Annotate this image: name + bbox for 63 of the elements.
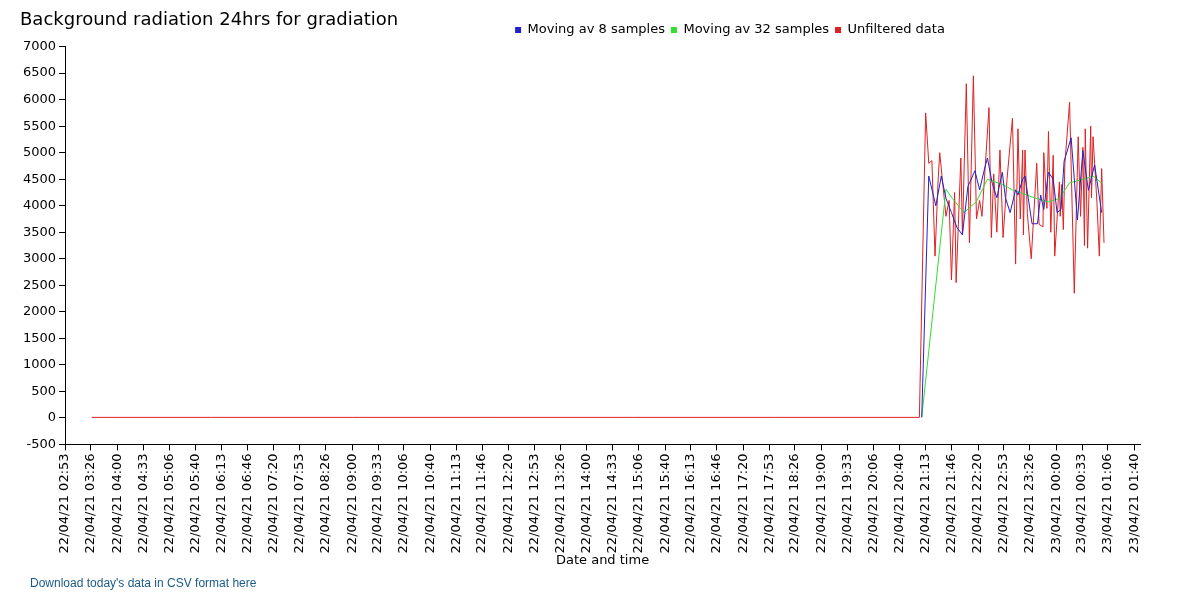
x-tick-label: 22/04/21 08:26 <box>316 453 332 554</box>
x-tick-label: 22/04/21 22:53 <box>995 453 1011 554</box>
x-tick-label: 22/04/21 09:00 <box>343 453 359 554</box>
x-tick-label: 22/04/21 19:00 <box>812 453 828 554</box>
x-tick-label: 22/04/21 21:46 <box>942 453 958 554</box>
y-tick-label: 6000 <box>22 91 57 107</box>
x-tick-label: 22/04/21 10:40 <box>421 453 437 554</box>
x-tick-label: 23/04/21 01:40 <box>1125 453 1141 554</box>
y-tick-label: 4500 <box>22 170 57 186</box>
y-tick-label: 1000 <box>22 356 57 372</box>
x-tick-label: 22/04/21 20:06 <box>864 453 880 554</box>
legend-label: Unfiltered data <box>847 21 945 37</box>
x-tick-label: 22/04/21 17:53 <box>760 453 776 554</box>
x-tick-label: 22/04/21 15:06 <box>629 453 645 554</box>
y-tick-label: 1500 <box>22 329 57 345</box>
x-tick-label: 22/04/21 06:46 <box>238 453 254 554</box>
x-tick-label: 22/04/21 12:53 <box>525 453 541 554</box>
x-tick-label: 23/04/21 00:33 <box>1073 453 1089 554</box>
x-tick-label: 22/04/21 11:46 <box>473 453 489 554</box>
x-tick-label: 22/04/21 02:53 <box>56 453 72 554</box>
y-tick-label: 5000 <box>22 144 57 160</box>
y-tick-label: -500 <box>26 435 57 451</box>
x-tick-label: 23/04/21 01:06 <box>1099 453 1115 554</box>
x-tick-label: 22/04/21 15:40 <box>656 453 672 554</box>
y-tick-label: 3000 <box>22 250 57 266</box>
y-tick-label: 0 <box>47 409 57 425</box>
y-tick-label: 2000 <box>22 303 57 319</box>
y-tick-label: 4000 <box>22 197 57 213</box>
x-tick-label: 22/04/21 05:40 <box>187 453 203 554</box>
x-tick-label: 22/04/21 16:13 <box>682 453 698 554</box>
x-tick-label: 22/04/21 14:33 <box>604 453 620 554</box>
y-tick-label: 3500 <box>22 223 57 239</box>
x-tick-label: 22/04/21 23:26 <box>1021 453 1037 554</box>
legend-label: Moving av 32 samples <box>683 21 830 37</box>
y-tick-label: 7000 <box>22 37 57 53</box>
x-tick-label: 22/04/21 14:00 <box>578 453 594 554</box>
x-tick-label: 22/04/21 04:00 <box>108 453 124 554</box>
x-tick-label: 22/04/21 21:13 <box>917 453 933 554</box>
x-tick-label: 22/04/21 03:26 <box>82 453 98 554</box>
y-tick-label: 5500 <box>22 117 57 133</box>
y-tick-label: 500 <box>31 382 57 398</box>
x-tick-label: 22/04/21 13:26 <box>551 453 567 554</box>
x-tick-label: 22/04/21 04:33 <box>134 453 150 554</box>
x-tick-label: 22/04/21 07:53 <box>291 453 307 554</box>
x-tick-label: 22/04/21 11:13 <box>447 453 463 554</box>
x-tick-label: 23/04/21 00:00 <box>1047 453 1063 554</box>
x-tick-label: 22/04/21 20:40 <box>891 453 907 554</box>
x-tick-label: 22/04/21 09:33 <box>369 453 385 554</box>
chart-title: Background radiation 24hrs for gradiation <box>20 8 399 30</box>
x-tick-label: 22/04/21 18:26 <box>786 453 802 554</box>
y-tick-label: 2500 <box>22 276 57 292</box>
text: Download today's data in CSV format here <box>30 576 257 590</box>
y-tick-label: 6500 <box>22 64 57 80</box>
x-tick-label: 22/04/21 16:46 <box>708 453 724 554</box>
x-tick-label: 22/04/21 19:33 <box>838 453 854 554</box>
x-tick-label: 22/04/21 12:20 <box>500 453 516 554</box>
legend-label: Moving av 8 samples <box>527 21 666 37</box>
x-tick-label: 22/04/21 17:20 <box>734 453 750 554</box>
x-tick-label: 22/04/21 06:13 <box>212 453 228 554</box>
x-tick-label: 22/04/21 05:06 <box>160 453 176 554</box>
x-tick-label: 22/04/21 07:20 <box>265 453 281 554</box>
x-tick-label: 22/04/21 22:20 <box>969 453 985 554</box>
x-tick-label: 22/04/21 10:06 <box>395 453 411 554</box>
